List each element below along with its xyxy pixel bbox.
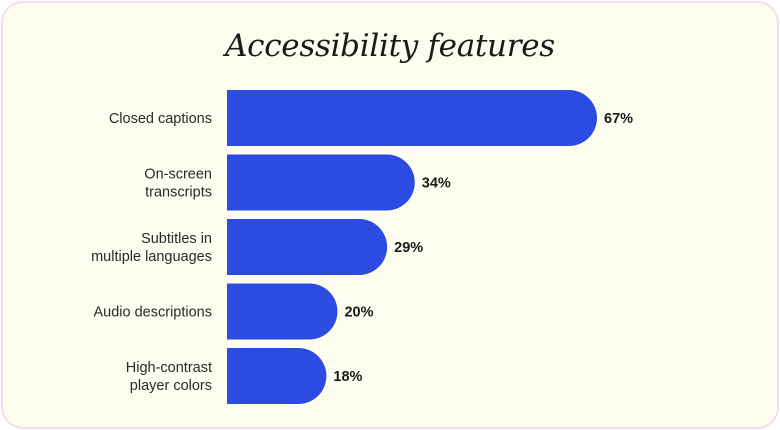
value-label: 34% — [422, 176, 451, 192]
bar — [227, 154, 415, 211]
category-label: High-contrast player colors — [126, 360, 212, 394]
category-label: Audio descriptions — [94, 305, 213, 321]
bar — [227, 283, 338, 340]
chart-title: Accessibility features — [225, 28, 555, 64]
value-label: 67% — [604, 111, 633, 127]
category-label: On-screen transcripts — [144, 167, 212, 201]
value-label: 20% — [344, 305, 373, 321]
value-label: 18% — [333, 369, 362, 385]
bar — [227, 348, 327, 404]
category-label: Closed captions — [109, 111, 212, 127]
value-label: 29% — [394, 240, 423, 256]
category-label: Subtitles in multiple languages — [91, 231, 212, 265]
bars-group: 67% Closed captions 34% On-screen transcript… — [91, 90, 633, 404]
bar — [227, 219, 388, 275]
bar — [227, 90, 597, 146]
